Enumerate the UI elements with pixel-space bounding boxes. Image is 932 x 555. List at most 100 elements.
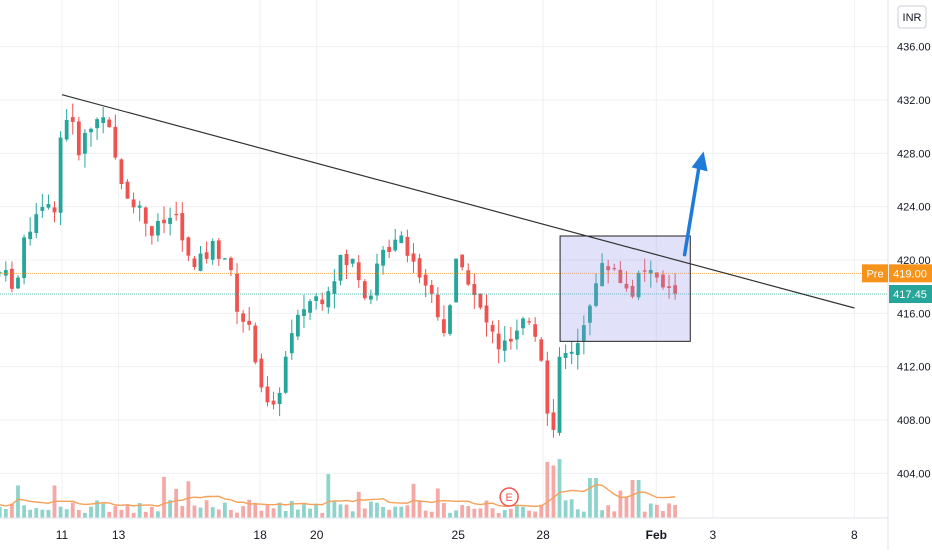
volume-bar [28,509,33,518]
candle-body [34,214,39,234]
volume-bar [624,497,629,518]
volume-bar [95,500,99,518]
candle-body [624,283,629,289]
volume-bar [472,508,477,518]
candle-body [168,217,173,224]
candle-body [581,325,586,341]
candle-body [241,313,246,322]
candle-body [3,270,8,276]
volume-bar [490,508,495,518]
candle-body [271,400,276,405]
volume-bar [612,511,617,518]
time-tick-label: 25 [452,528,466,542]
volume-bar [22,505,26,518]
volume-bar [648,503,653,518]
grid [0,0,888,518]
volume-bar [320,512,325,518]
candle-body [435,294,440,318]
price-tick-label: 424.00 [897,202,931,214]
price-tag-prefix: Pre [866,268,883,280]
volume-bar [484,500,489,518]
candle-body [131,199,136,208]
volume-bar [581,511,586,518]
volume-bar [362,508,367,518]
volume-bar [113,506,118,518]
volume-bar [204,500,209,518]
volume-bar [606,505,611,518]
volume-bar [667,503,671,518]
candle-body [654,272,659,278]
currency-label: INR [903,12,922,24]
volume-bar [64,509,69,518]
volume-bar [545,461,550,518]
candle-body [107,119,112,128]
volume-bar [381,506,385,518]
candle-body [667,286,671,289]
volume-bar [259,510,264,518]
volume-bar [387,509,392,518]
volume-bar [314,503,319,518]
volume-bar [168,500,173,518]
volume-bar [229,509,233,518]
volume-moving-average [0,484,676,508]
volume-bar [448,512,452,518]
time-tick-label: 28 [536,528,550,542]
price-tick-label: 436.00 [897,42,931,54]
candle-body [186,237,191,256]
volume-bar [277,502,282,518]
candle-body [594,283,598,306]
candle-body [381,249,385,266]
volume-bar [594,478,598,518]
candle-body [411,253,416,262]
volume-bar [515,504,519,518]
candle-body [113,126,118,158]
candle-body [46,204,51,208]
volume-bar [119,509,124,518]
volume-bar [338,504,343,518]
volume-bar [83,512,87,518]
candle-body [302,309,306,317]
volume-bar [454,510,458,518]
candle-body [156,221,160,236]
volume-bar [265,504,270,518]
volume-bar [417,500,422,518]
trendline [61,94,855,309]
volume-bar [180,505,185,518]
candle-body [375,263,379,296]
time-tick-label: 8 [851,528,858,542]
volume-bar [502,510,507,518]
candle-body [588,305,592,323]
candle-body [119,159,124,184]
candle-body [143,207,148,224]
volume-bar [521,506,525,518]
candle-body [527,321,531,323]
volume-bar [137,502,142,518]
candle-body [137,205,142,208]
price-tick-label: 428.00 [897,148,931,160]
volume-bar [283,511,288,518]
volume-bar [508,508,513,518]
candle-body [198,253,203,271]
candle-body [89,128,93,133]
candle-body [64,119,69,140]
volume-bar [466,506,471,518]
volume-bar [368,501,373,518]
candle-body [521,318,525,329]
volume-bar [271,508,276,518]
time-tick-label: 11 [56,528,69,542]
time-tick-label: 13 [112,528,126,542]
candle-body [417,258,422,278]
volume-bar [308,508,312,518]
candle-body [40,206,45,211]
volume-bar [46,509,51,518]
volume-bar [533,511,538,518]
arrow-head [691,151,708,172]
volume-bar [302,504,306,518]
volume-bar [539,504,544,518]
candle-body [216,240,221,259]
candle-body [70,117,75,122]
volume-bars: E [0,459,678,518]
candle-body [545,360,550,414]
